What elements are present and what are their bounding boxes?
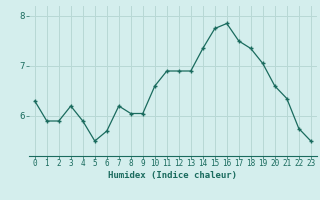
X-axis label: Humidex (Indice chaleur): Humidex (Indice chaleur): [108, 171, 237, 180]
